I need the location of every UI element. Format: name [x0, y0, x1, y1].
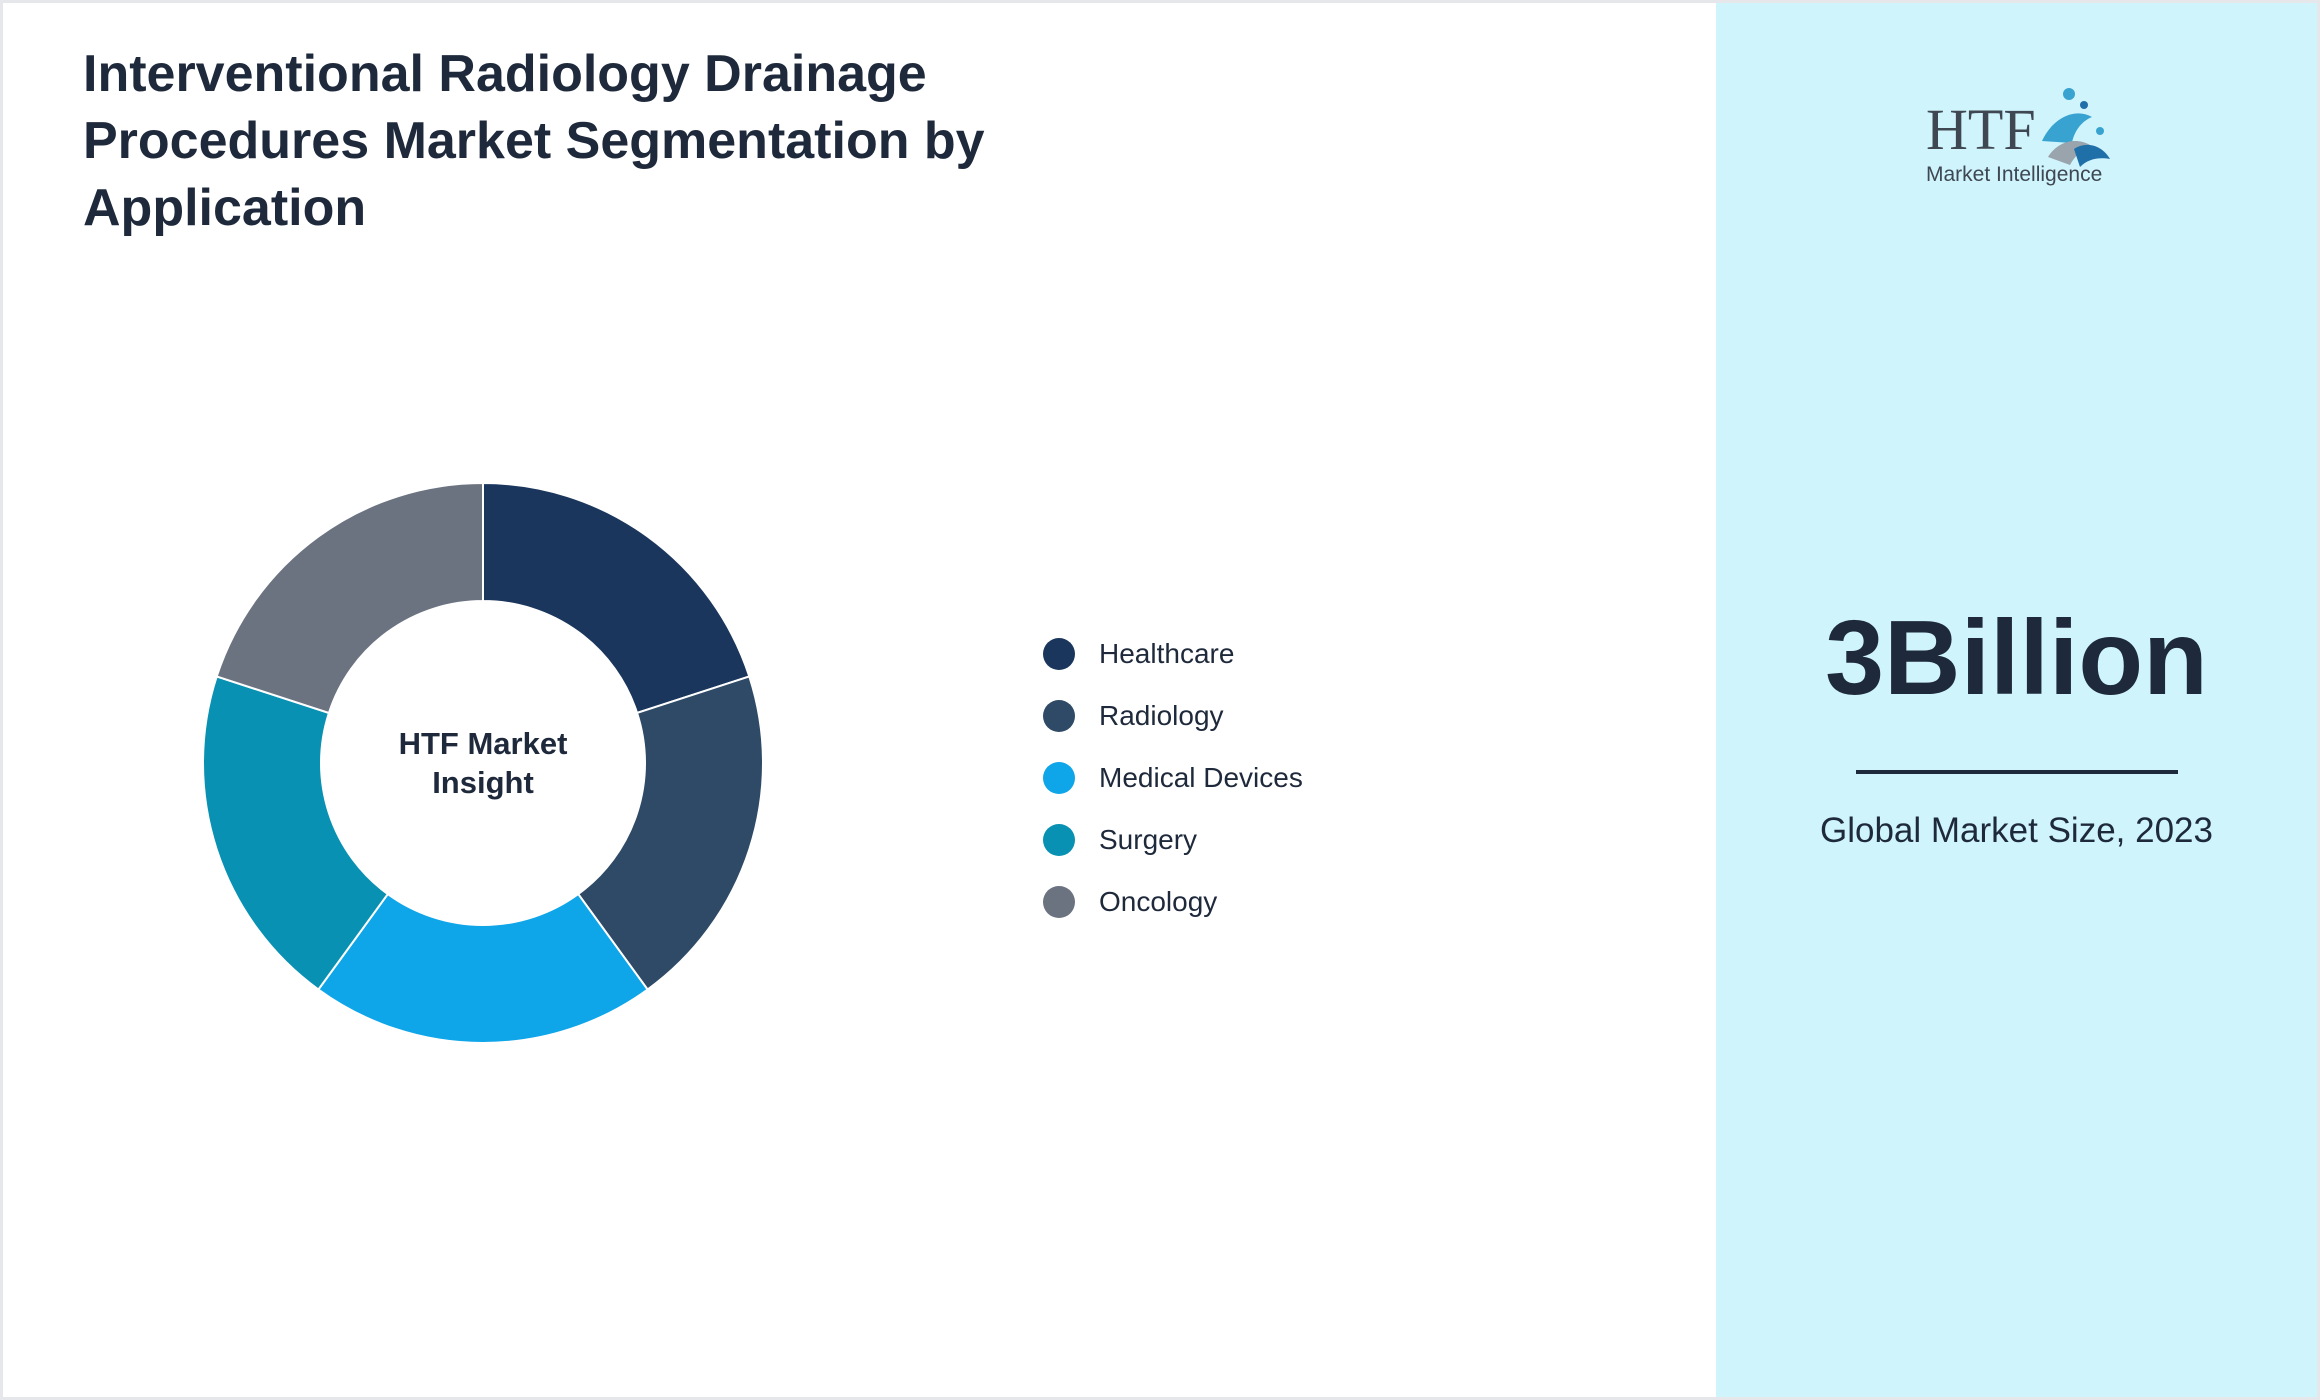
legend-item-radiology: Radiology — [1043, 685, 1303, 747]
donut-slice-healthcare — [482, 481, 751, 715]
legend-item-medical-devices: Medical Devices — [1043, 747, 1303, 809]
donut-slice-surgery — [202, 675, 390, 991]
legend-item-surgery: Surgery — [1043, 809, 1303, 871]
market-size-panel: HTF Market Intelligence 3Billion Global … — [1716, 3, 2317, 1397]
legend-label: Healthcare — [1099, 638, 1235, 669]
htf-logo: HTF Market Intelligence — [1926, 88, 2110, 186]
divider — [1856, 770, 2178, 774]
legend-item-oncology: Oncology — [1043, 871, 1303, 933]
donut-chart: HTF Market Insight — [193, 473, 773, 1053]
chart-card: Interventional Radiology Drainage Proced… — [3, 3, 2317, 1397]
donut-slice-radiology — [576, 675, 764, 991]
legend-label: Oncology — [1099, 886, 1218, 917]
legend-item-healthcare: Healthcare — [1043, 623, 1303, 685]
legend-swatch-icon — [1043, 824, 1075, 856]
market-size-caption: Global Market Size, 2023 — [1820, 811, 2213, 850]
chart-panel: Interventional Radiology Drainage Proced… — [3, 3, 1716, 1397]
logo-figures-icon — [2042, 88, 2110, 167]
legend-label: Medical Devices — [1099, 762, 1303, 793]
legend-swatch-icon — [1043, 762, 1075, 794]
donut-slice-oncology — [215, 481, 484, 715]
legend-swatch-icon — [1043, 700, 1075, 732]
logo-wordmark: HTF — [1926, 97, 2036, 162]
legend: Healthcare Radiology Medical Devices Sur… — [1043, 623, 1303, 933]
legend-label: Surgery — [1099, 824, 1198, 855]
legend-label: Radiology — [1099, 700, 1224, 731]
logo-subtitle: Market Intelligence — [1926, 163, 2102, 186]
donut-slice-medical-devices — [317, 892, 649, 1045]
donut-svg — [202, 481, 764, 1045]
page-title: Interventional Radiology Drainage Proced… — [83, 45, 985, 237]
market-size-value: 3Billion — [1825, 599, 2208, 717]
legend-swatch-icon — [1043, 886, 1075, 918]
legend-swatch-icon — [1043, 638, 1075, 670]
